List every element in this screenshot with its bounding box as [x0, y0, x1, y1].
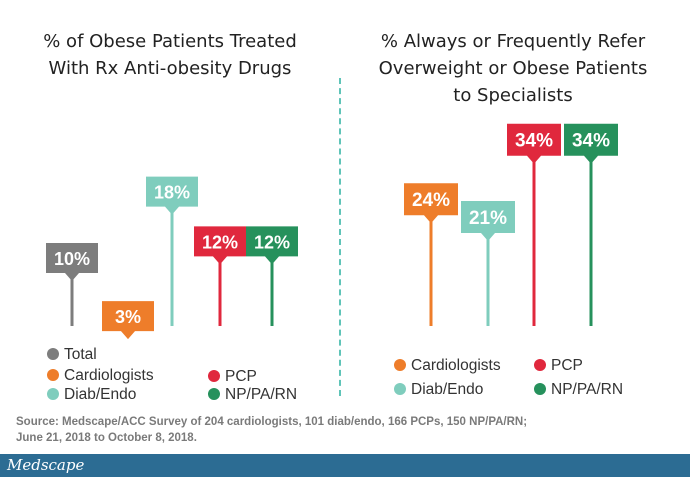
legend-item-diab-endo: Diab/Endo: [47, 386, 136, 404]
legend-label: PCP: [225, 368, 257, 385]
chart-title-right: % Always or Frequently Refer Overweight …: [358, 28, 668, 109]
legend-label: Cardiologists: [411, 357, 501, 374]
legend-label: Diab/Endo: [64, 386, 137, 403]
bar-label-tag: [404, 183, 458, 224]
legend-swatch: [394, 359, 406, 371]
bar-diab-endo: 18%: [146, 176, 198, 326]
bar-label-tag: [246, 226, 298, 265]
legend-item-np-pa-rn: NP/PA/RN: [534, 381, 623, 399]
data-label: 3%: [115, 307, 141, 327]
legend-swatch: [534, 383, 546, 395]
legend-label: NP/PA/RN: [551, 381, 624, 398]
bar-label-tag: [461, 201, 515, 242]
legend-label: PCP: [551, 357, 583, 374]
legend-swatch: [208, 388, 220, 400]
legend-swatch: [394, 383, 406, 395]
legend-swatch: [208, 370, 220, 382]
legend-swatch: [534, 359, 546, 371]
data-label: 10%: [54, 249, 90, 269]
legend-label: Cardiologists: [64, 367, 154, 384]
bar-label-tag: [507, 123, 561, 164]
data-label: 18%: [154, 183, 190, 203]
title-line: With Rx Anti-obesity Drugs: [48, 58, 292, 79]
legend-item-cardiologists: Cardiologists: [394, 357, 501, 375]
title-line: % Always or Frequently Refer: [380, 31, 646, 52]
legend-swatch: [47, 369, 59, 381]
legend-item-diab-endo: Diab/Endo: [394, 381, 483, 399]
legend-label: Diab/Endo: [411, 381, 484, 398]
bar-label-tag: [102, 301, 154, 340]
bar-pcp: 34%: [507, 123, 561, 326]
source-line: Source: Medscape/ACC Survey of 204 cardi…: [16, 416, 528, 428]
legend-label: NP/PA/RN: [225, 386, 298, 403]
bar-label-tag: [564, 123, 618, 164]
legend-swatch: [47, 388, 59, 400]
data-label: 12%: [254, 232, 290, 252]
source-note: Source: Medscape/ACC Survey of 204 cardi…: [16, 414, 676, 446]
legend-swatch: [47, 348, 59, 360]
medscape-logo[interactable]: Medscape: [7, 456, 85, 474]
bar-pcp: 12%: [194, 226, 246, 326]
legend-item-np-pa-rn: NP/PA/RN: [208, 386, 297, 404]
bar-total: 10%: [46, 243, 98, 326]
data-label: 21%: [469, 208, 507, 229]
data-label: 24%: [412, 190, 450, 211]
legend-label: Total: [64, 346, 97, 363]
title-line: % of Obese Patients Treated: [43, 31, 297, 52]
legend-item-cardiologists: Cardiologists: [47, 367, 154, 385]
legend-item-pcp: PCP: [208, 368, 257, 386]
chart-divider: [339, 78, 341, 396]
chart-title-left: % of Obese Patients Treated With Rx Anti…: [20, 28, 320, 82]
bar-label-tag: [146, 176, 198, 215]
title-line: Overweight or Obese Patients: [378, 58, 648, 79]
bar-cardiologists: 3%: [102, 301, 154, 340]
legend-item-total: Total: [47, 346, 97, 364]
bar-cardiologists: 24%: [404, 183, 458, 326]
bar-np-pa-rn: 12%: [246, 226, 298, 326]
bar-np-pa-rn: 34%: [564, 123, 618, 326]
data-label: 34%: [572, 131, 610, 152]
footer-bar: Medscape: [0, 454, 690, 477]
title-line: to Specialists: [453, 85, 573, 106]
bar-diab-endo: 21%: [461, 201, 515, 326]
data-label: 12%: [202, 232, 238, 252]
bar-label-tag: [46, 243, 98, 281]
bar-label-tag: [194, 226, 246, 265]
legend-item-pcp: PCP: [534, 357, 583, 375]
source-line: June 21, 2018 to October 8, 2018.: [16, 432, 197, 444]
data-label: 34%: [515, 131, 553, 152]
